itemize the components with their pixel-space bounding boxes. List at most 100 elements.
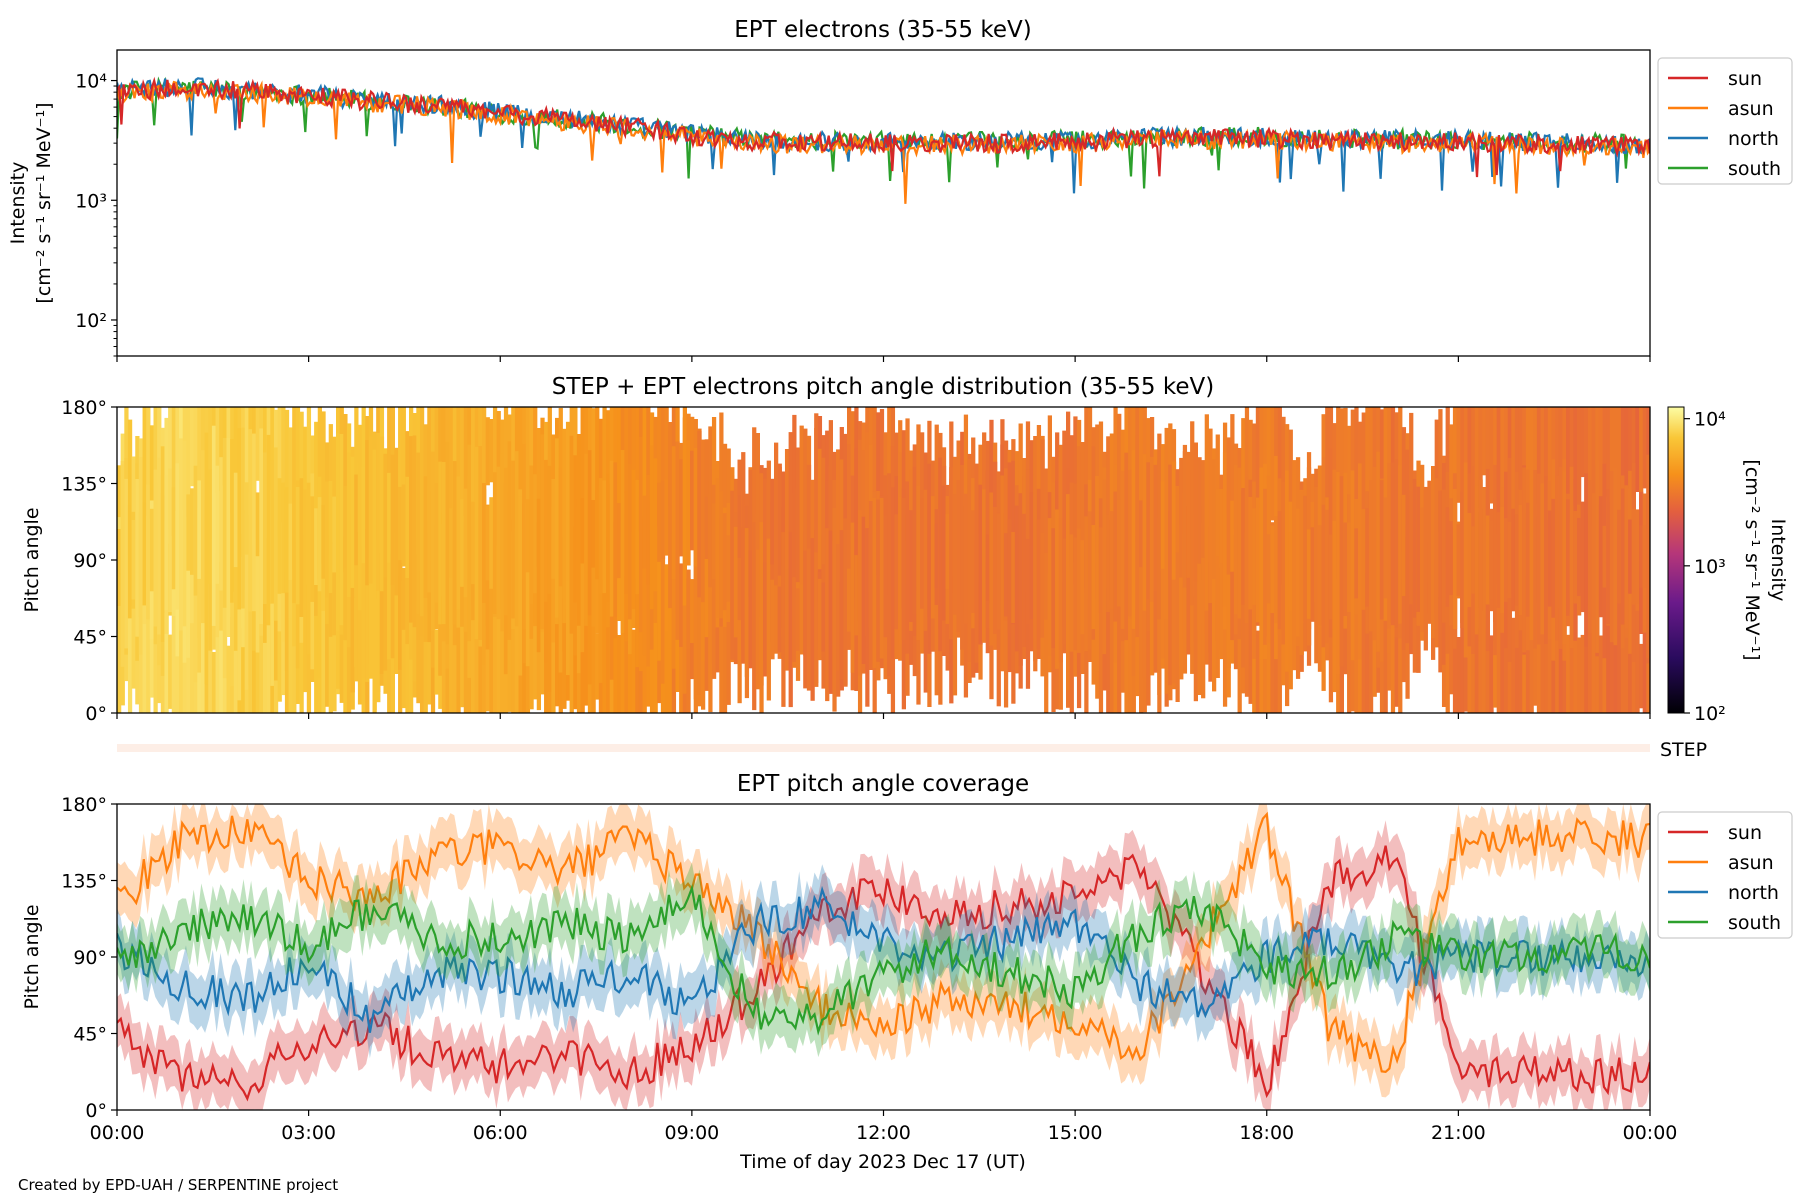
heatmap-cell bbox=[430, 451, 436, 631]
heatmap-cell bbox=[806, 548, 812, 691]
heatmap-cell bbox=[131, 456, 136, 527]
y-tick-label: 0° bbox=[85, 1100, 107, 1122]
heatmap-cell bbox=[1500, 407, 1505, 533]
heatmap-cell bbox=[1620, 488, 1626, 625]
heatmap-cell bbox=[394, 533, 399, 674]
heatmap-cell bbox=[1635, 407, 1640, 492]
heatmap-cell bbox=[244, 407, 249, 511]
heatmap-cell bbox=[372, 516, 377, 713]
heatmap-cell bbox=[149, 508, 155, 592]
heatmap-cell bbox=[879, 497, 885, 659]
heatmap-cell bbox=[693, 448, 698, 567]
heatmap-cell bbox=[117, 553, 122, 713]
heatmap-cell bbox=[295, 407, 301, 542]
coverage-band-north bbox=[117, 864, 1650, 1059]
heatmap-cell bbox=[690, 611, 695, 680]
heatmap-cell bbox=[387, 557, 392, 660]
heatmap-cell bbox=[1179, 525, 1184, 680]
heatmap-cell bbox=[1569, 407, 1574, 505]
panel3-ylabel: Pitch angle bbox=[21, 904, 43, 1009]
heatmap-cell bbox=[295, 487, 301, 605]
heatmap-cell bbox=[230, 439, 235, 603]
legend-label-sun: sun bbox=[1728, 68, 1762, 90]
heatmap-cell bbox=[861, 516, 866, 664]
heatmap-cell bbox=[1139, 575, 1144, 713]
heatmap-cell bbox=[646, 630, 651, 707]
heatmap-cell bbox=[1230, 535, 1235, 641]
heatmap-cell bbox=[522, 443, 527, 630]
heatmap-cell bbox=[628, 601, 633, 713]
heatmap-cell bbox=[252, 433, 257, 612]
heatmap-cell bbox=[1540, 407, 1545, 533]
heatmap-cell bbox=[836, 544, 841, 671]
heatmap-cell bbox=[354, 531, 359, 682]
heatmap-cell bbox=[1646, 616, 1650, 713]
heatmap-cell bbox=[624, 407, 629, 494]
heatmap-cell bbox=[774, 585, 779, 654]
heatmap-cell bbox=[1029, 492, 1034, 583]
heatmap-cell bbox=[1606, 489, 1611, 624]
heatmap-cell bbox=[1609, 407, 1615, 503]
heatmap-cell bbox=[1255, 407, 1261, 509]
heatmap-cell bbox=[1555, 475, 1560, 641]
heatmap-cell bbox=[1427, 480, 1432, 624]
heatmap-cell bbox=[690, 450, 695, 551]
heatmap-cell bbox=[1190, 539, 1195, 674]
heatmap-cell bbox=[383, 551, 388, 671]
panel2-xticks bbox=[116, 713, 1651, 719]
heatmap-cell bbox=[1131, 450, 1136, 629]
intensity-line-sun bbox=[117, 76, 1650, 178]
heatmap-cell bbox=[1438, 490, 1443, 620]
heatmap-cell bbox=[1504, 606, 1509, 713]
heatmap-cell bbox=[416, 601, 421, 704]
heatmap-cell bbox=[292, 596, 297, 713]
heatmap-cell bbox=[1602, 525, 1607, 588]
heatmap-cell bbox=[164, 417, 169, 496]
heatmap-cell bbox=[1361, 509, 1366, 610]
heatmap-cell bbox=[193, 465, 198, 596]
heatmap-cell bbox=[186, 517, 191, 658]
heatmap-cell bbox=[682, 407, 687, 606]
heatmap-cell bbox=[843, 518, 848, 687]
heatmap-cell bbox=[266, 624, 271, 713]
heatmap-cell bbox=[1106, 537, 1111, 713]
heatmap-cell bbox=[372, 449, 377, 571]
panel1-ylabel-line2: [cm⁻² s⁻¹ sr⁻¹ MeV⁻¹] bbox=[33, 102, 55, 303]
heatmap-cell bbox=[1317, 525, 1323, 626]
heatmap-cell bbox=[737, 495, 742, 601]
heatmap-cell bbox=[1489, 635, 1494, 713]
heatmap-cell bbox=[171, 407, 176, 536]
heatmap-cell bbox=[799, 584, 804, 655]
heatmap-cell bbox=[219, 561, 224, 631]
heatmap-cell bbox=[956, 480, 961, 632]
heatmap-cell bbox=[1522, 612, 1527, 713]
heatmap-cell bbox=[215, 598, 220, 713]
heatmap-cell bbox=[1124, 452, 1129, 641]
heatmap-cell bbox=[387, 472, 392, 563]
heatmap-cell bbox=[551, 434, 556, 507]
heatmap-cell bbox=[157, 457, 162, 635]
heatmap-cell bbox=[332, 565, 337, 712]
heatmap-cell bbox=[1080, 442, 1085, 624]
heatmap-cell bbox=[1007, 519, 1012, 634]
heatmap-cell bbox=[591, 500, 596, 568]
heatmap-cell bbox=[416, 452, 421, 614]
heatmap-cell bbox=[1358, 463, 1363, 660]
heatmap-cell bbox=[573, 606, 578, 710]
heatmap-cell bbox=[1558, 467, 1563, 649]
heatmap-cell bbox=[1084, 516, 1089, 652]
heatmap-cell bbox=[1401, 427, 1407, 553]
heatmap-cell bbox=[1547, 407, 1553, 521]
heatmap-cell bbox=[602, 480, 607, 594]
heatmap-cell bbox=[1540, 587, 1545, 713]
heatmap-cell bbox=[1536, 620, 1542, 713]
heatmap-cell bbox=[1106, 436, 1111, 530]
heatmap-cell bbox=[1514, 592, 1520, 713]
heatmap-cell bbox=[321, 561, 326, 713]
heatmap-cell bbox=[1182, 444, 1188, 588]
y-tick-label: 45° bbox=[73, 627, 107, 649]
heatmap-cell bbox=[1566, 407, 1571, 525]
heatmap-cell bbox=[664, 564, 669, 631]
heatmap-cell bbox=[1580, 634, 1585, 713]
heatmap-cell bbox=[631, 469, 636, 610]
